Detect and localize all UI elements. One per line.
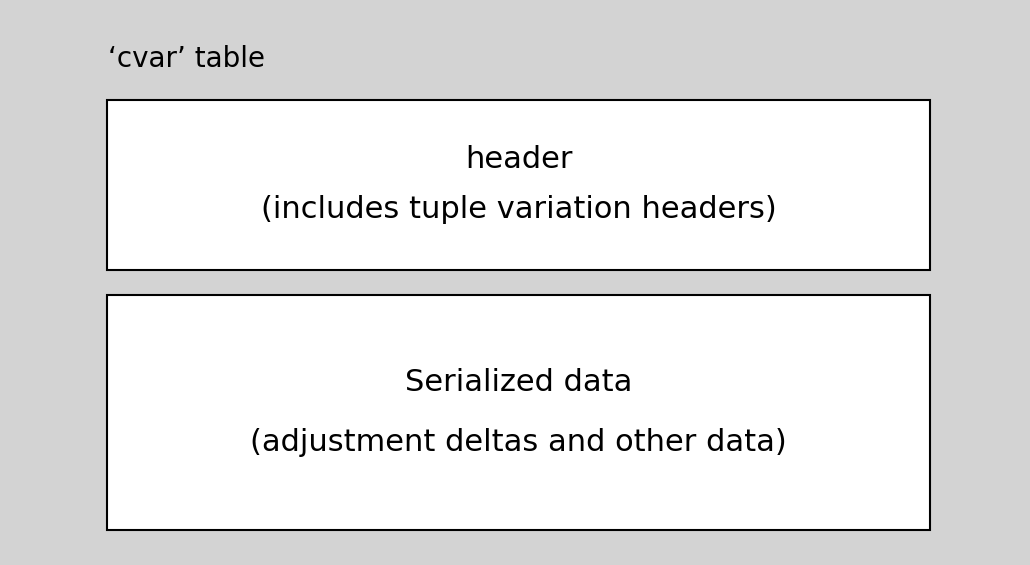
- Bar: [107, 100, 930, 270]
- Text: Serialized data: Serialized data: [405, 368, 632, 397]
- Text: (adjustment deltas and other data): (adjustment deltas and other data): [250, 428, 787, 457]
- Text: ‘cvar’ table: ‘cvar’ table: [108, 45, 265, 73]
- Bar: [107, 295, 930, 530]
- Text: (includes tuple variation headers): (includes tuple variation headers): [261, 195, 777, 224]
- Text: header: header: [465, 146, 573, 175]
